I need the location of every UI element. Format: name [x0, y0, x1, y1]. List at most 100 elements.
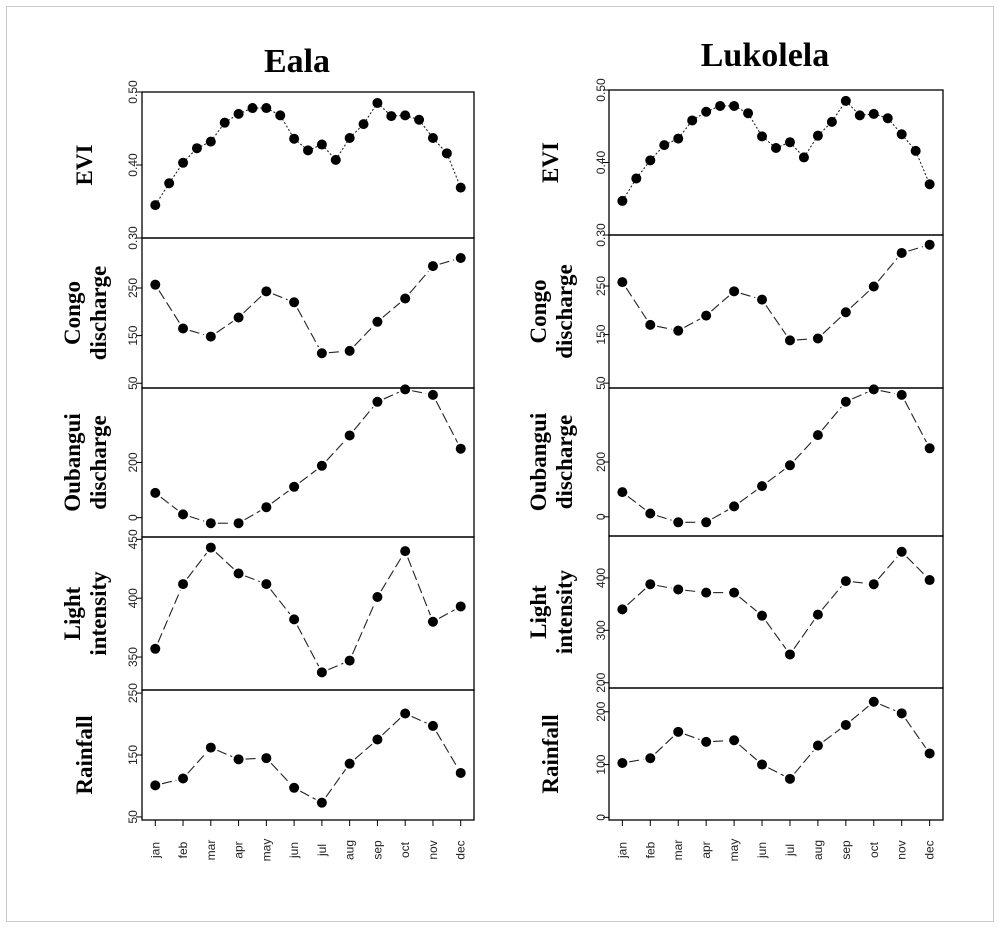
series-segment	[863, 113, 870, 116]
y-tick-label: 300	[594, 620, 608, 640]
data-point	[289, 614, 300, 625]
series-segment	[740, 292, 756, 299]
data-point	[164, 178, 175, 189]
series-segment	[354, 326, 373, 347]
data-point	[812, 333, 823, 344]
data-point	[372, 592, 383, 603]
series-segment	[324, 147, 334, 158]
chart-column-eala: 0.300.400.50EVI50150250Congodischarge020…	[60, 80, 475, 861]
series-segment	[655, 736, 674, 754]
series-segment	[779, 143, 787, 147]
data-point	[729, 735, 740, 746]
data-point	[261, 286, 272, 297]
series-segment	[311, 145, 319, 150]
data-point	[289, 481, 300, 492]
series-segment	[326, 440, 346, 462]
data-point	[757, 759, 768, 770]
series-segment	[407, 557, 431, 616]
series-segment	[904, 400, 927, 443]
series-segment	[352, 126, 362, 136]
data-point	[924, 575, 935, 586]
data-point	[687, 115, 698, 126]
data-point	[178, 773, 189, 784]
data-point	[316, 348, 327, 359]
y-axis-label: Rainfall	[72, 715, 97, 794]
data-point	[784, 773, 795, 784]
x-tick-label-jun: jun	[287, 842, 301, 859]
data-point	[701, 517, 712, 528]
data-point	[631, 173, 642, 184]
series-segment	[365, 105, 376, 122]
data-point	[316, 797, 327, 808]
column-title-eala: Eala	[264, 43, 330, 80]
y-axis-label-line: EVI	[538, 142, 563, 183]
series-segment	[638, 163, 649, 176]
data-point	[659, 140, 670, 151]
series-segment	[447, 156, 460, 185]
data-point	[826, 116, 837, 127]
x-tick-label-mar: mar	[671, 840, 685, 861]
data-point	[673, 517, 684, 528]
data-point	[344, 132, 355, 143]
data-point	[812, 740, 823, 751]
y-tick-label: 50	[126, 810, 140, 824]
series-segment	[244, 575, 261, 583]
series-segment	[438, 609, 455, 619]
data-point	[701, 736, 712, 747]
y-tick-label: 150	[594, 324, 608, 344]
data-point	[400, 384, 411, 395]
y-tick-label: 200	[126, 452, 140, 472]
y-axis-label-line: discharge	[86, 415, 111, 510]
data-point	[205, 331, 216, 342]
data-point	[358, 119, 369, 130]
data-point	[400, 110, 411, 121]
panel-congo-discharge: 50 150 250 Congodischarge	[60, 237, 475, 390]
series-segment	[409, 271, 429, 294]
series-segment	[765, 305, 787, 335]
y-tick-label: 0.40	[126, 153, 140, 177]
x-tick-label-oct: oct	[398, 841, 412, 858]
series-segment	[325, 769, 347, 798]
series-segment	[435, 400, 458, 443]
series-segment	[684, 733, 700, 741]
data-point	[427, 132, 438, 143]
data-point	[868, 696, 879, 707]
series-segment	[200, 142, 208, 147]
data-point	[729, 501, 740, 512]
column-title-lukolela: Lukolela	[701, 37, 829, 74]
series-segment	[627, 588, 646, 606]
series-segment	[382, 302, 401, 318]
y-axis-label-line: Rainfall	[72, 715, 97, 794]
series-segment	[299, 469, 317, 484]
x-tick-label-jan: jan	[615, 842, 629, 859]
data-point	[219, 117, 230, 128]
series-segment	[739, 489, 757, 503]
series-segment	[877, 257, 898, 282]
data-point	[617, 604, 628, 615]
y-tick-label: 400	[126, 588, 140, 608]
series-segment	[161, 779, 177, 785]
panel-light-intensity: 350 400 450 Lightintensity	[60, 529, 475, 691]
data-point	[191, 143, 202, 154]
x-tick-label-jul: jul	[783, 844, 797, 857]
series-segment	[186, 552, 208, 579]
data-point	[645, 508, 656, 519]
data-point	[617, 487, 628, 498]
series-segment	[908, 246, 924, 252]
data-point	[924, 239, 935, 250]
data-point	[812, 130, 823, 141]
series-segment	[270, 589, 291, 615]
y-tick-label: 50	[594, 376, 608, 390]
x-tick-label-jul: jul	[315, 844, 329, 857]
figure-frame	[6, 6, 994, 922]
series-segment	[880, 703, 896, 712]
x-tick-label-jan: jan	[148, 842, 162, 859]
y-axis-label: EVI	[538, 142, 563, 183]
data-point	[178, 509, 189, 520]
y-axis-label-line: discharge	[552, 415, 577, 510]
y-axis-label-line: Rainfall	[538, 714, 563, 793]
data-point	[455, 443, 466, 454]
series-segment	[380, 556, 403, 592]
data-point	[344, 758, 355, 769]
